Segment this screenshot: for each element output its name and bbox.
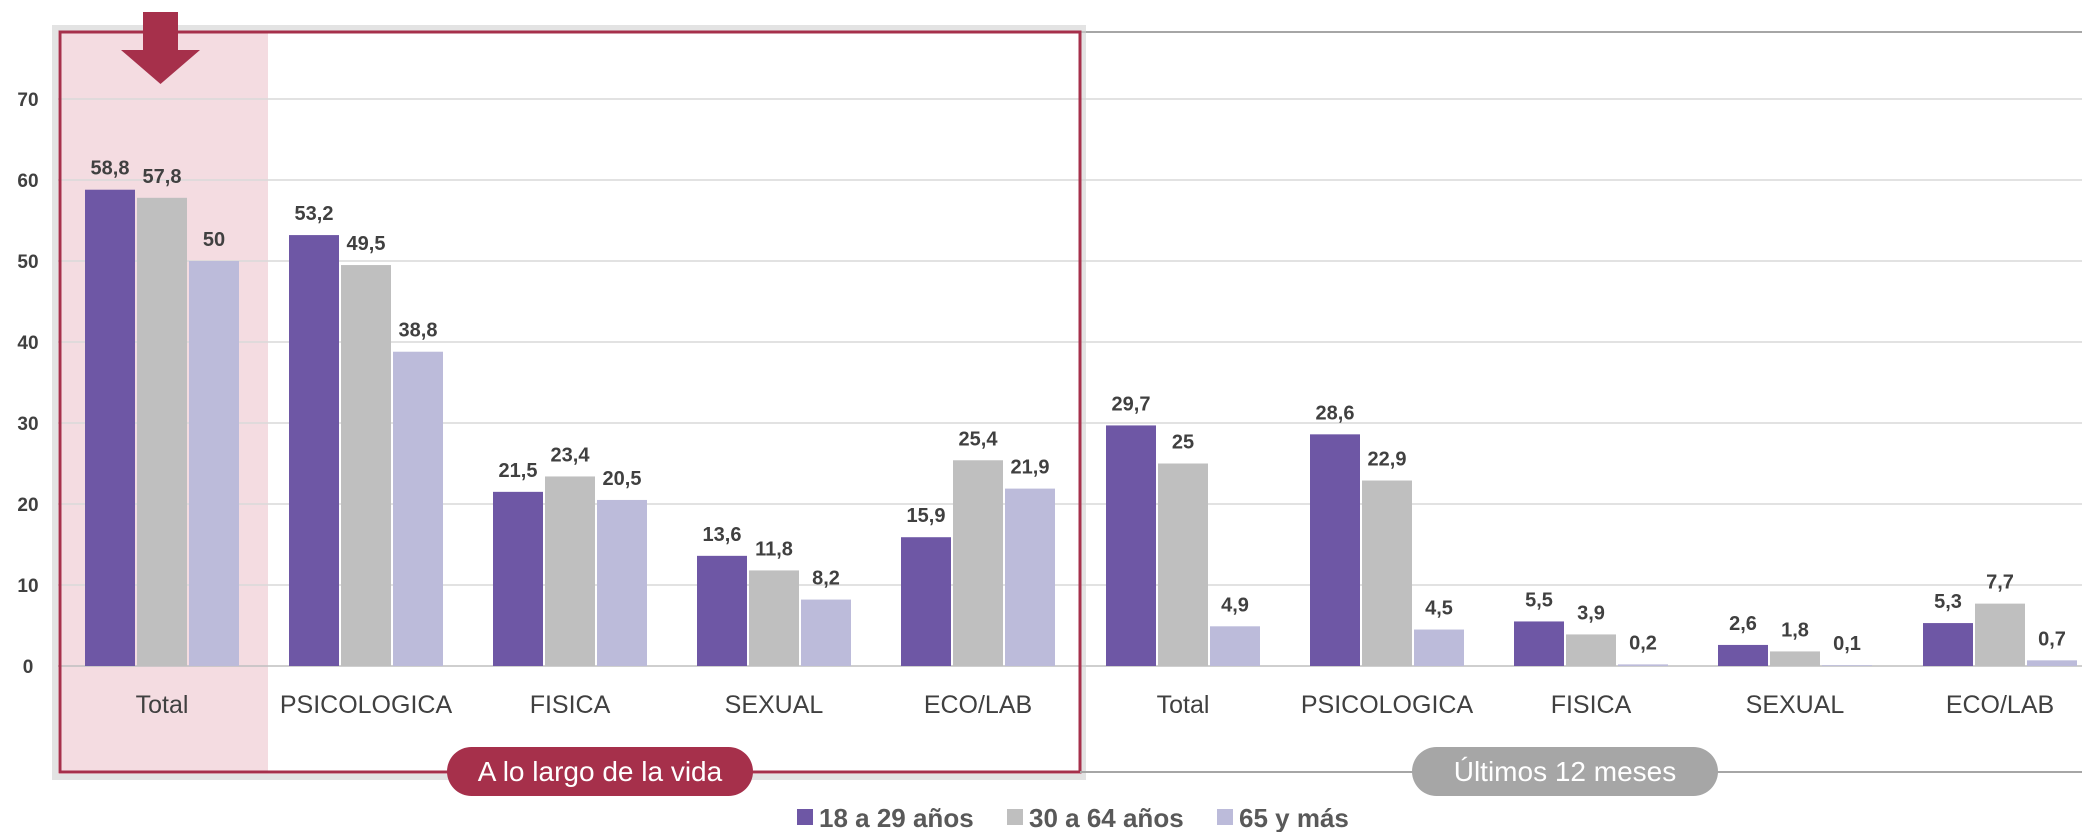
down-arrow-icon	[121, 12, 200, 84]
legend-label: 30 a 64 años	[1029, 803, 1184, 832]
category-label: Total	[1157, 691, 1210, 719]
category-label: ECO/LAB	[924, 691, 1032, 719]
bar	[189, 261, 239, 666]
data-label: 11,8	[755, 538, 793, 560]
legend-swatch	[797, 809, 813, 825]
bar	[1618, 664, 1668, 666]
bar	[1414, 629, 1464, 666]
data-label: 49,5	[347, 233, 386, 255]
data-label: 58,8	[91, 158, 130, 180]
bar	[953, 460, 1003, 666]
data-label: 21,9	[1011, 457, 1050, 479]
legend-label: 65 y más	[1239, 803, 1349, 832]
bar	[341, 265, 391, 666]
bar	[2027, 660, 2077, 666]
group-label-lifetime: A lo largo de la vida	[478, 756, 723, 787]
y-tick-label: 0	[23, 657, 34, 678]
data-label: 15,9	[907, 505, 946, 527]
data-label: 38,8	[399, 320, 438, 342]
y-tick-label: 20	[17, 495, 38, 516]
y-tick-label: 60	[17, 171, 38, 192]
data-label: 0,1	[1833, 633, 1861, 655]
data-label: 20,5	[603, 468, 642, 490]
bar	[85, 189, 135, 666]
bar	[1923, 623, 1973, 666]
bar	[137, 197, 187, 666]
bar	[289, 235, 339, 666]
bar	[1210, 626, 1260, 666]
category-label: SEXUAL	[725, 691, 824, 719]
data-label: 21,5	[499, 460, 538, 482]
group-label-last12: Últimos 12 meses	[1454, 756, 1677, 787]
bar	[597, 499, 647, 666]
y-tick-label: 50	[17, 252, 38, 273]
bar	[1822, 665, 1872, 666]
data-label: 23,4	[551, 444, 591, 466]
data-label: 7,7	[1986, 572, 2014, 594]
data-label: 50	[203, 229, 225, 251]
bar	[493, 491, 543, 666]
category-label: FISICA	[530, 691, 611, 719]
bar	[901, 537, 951, 666]
category-label: FISICA	[1551, 691, 1632, 719]
data-label: 0,2	[1629, 632, 1657, 654]
data-label: 0,7	[2038, 628, 2066, 650]
bar	[697, 555, 747, 666]
bar	[1158, 463, 1208, 666]
category-label: SEXUAL	[1746, 691, 1845, 719]
legend-swatch	[1007, 809, 1023, 825]
bar	[749, 570, 799, 666]
data-label: 28,6	[1316, 402, 1355, 424]
bar	[1005, 488, 1055, 666]
data-label: 57,8	[143, 166, 182, 188]
y-tick-label: 30	[17, 414, 38, 435]
category-label: PSICOLOGICA	[280, 691, 453, 719]
data-label: 4,5	[1425, 598, 1453, 620]
data-label: 2,6	[1729, 613, 1757, 635]
category-label: ECO/LAB	[1946, 691, 2054, 719]
data-label: 4,9	[1221, 594, 1249, 616]
data-label: 25	[1172, 432, 1194, 454]
data-label: 3,9	[1577, 602, 1605, 624]
bar	[801, 599, 851, 666]
legend-label: 18 a 29 años	[819, 803, 974, 832]
bar	[1514, 621, 1564, 666]
group-pill-lifetime	[447, 747, 753, 796]
group-pill-last12	[1412, 747, 1718, 796]
legend-swatch	[1217, 809, 1233, 825]
category-label: Total	[136, 691, 189, 719]
bar	[1106, 425, 1156, 666]
data-label: 53,2	[295, 203, 334, 225]
bar	[393, 351, 443, 666]
data-label: 25,4	[959, 428, 999, 450]
data-label: 5,3	[1934, 591, 1962, 613]
bar	[1718, 644, 1768, 666]
category-label: PSICOLOGICA	[1301, 691, 1474, 719]
bar	[1975, 603, 2025, 666]
data-label: 13,6	[703, 524, 742, 546]
y-tick-label: 70	[17, 90, 38, 111]
data-label: 5,5	[1525, 589, 1553, 611]
bar	[1310, 434, 1360, 666]
bar	[1362, 480, 1412, 666]
data-label: 1,8	[1781, 619, 1809, 641]
y-tick-label: 10	[17, 576, 38, 597]
data-label: 29,7	[1112, 393, 1151, 415]
y-tick-label: 40	[17, 333, 38, 354]
bar	[1770, 651, 1820, 666]
bar	[545, 476, 595, 666]
data-label: 22,9	[1368, 449, 1407, 471]
data-label: 8,2	[812, 568, 840, 590]
bar	[1566, 634, 1616, 666]
